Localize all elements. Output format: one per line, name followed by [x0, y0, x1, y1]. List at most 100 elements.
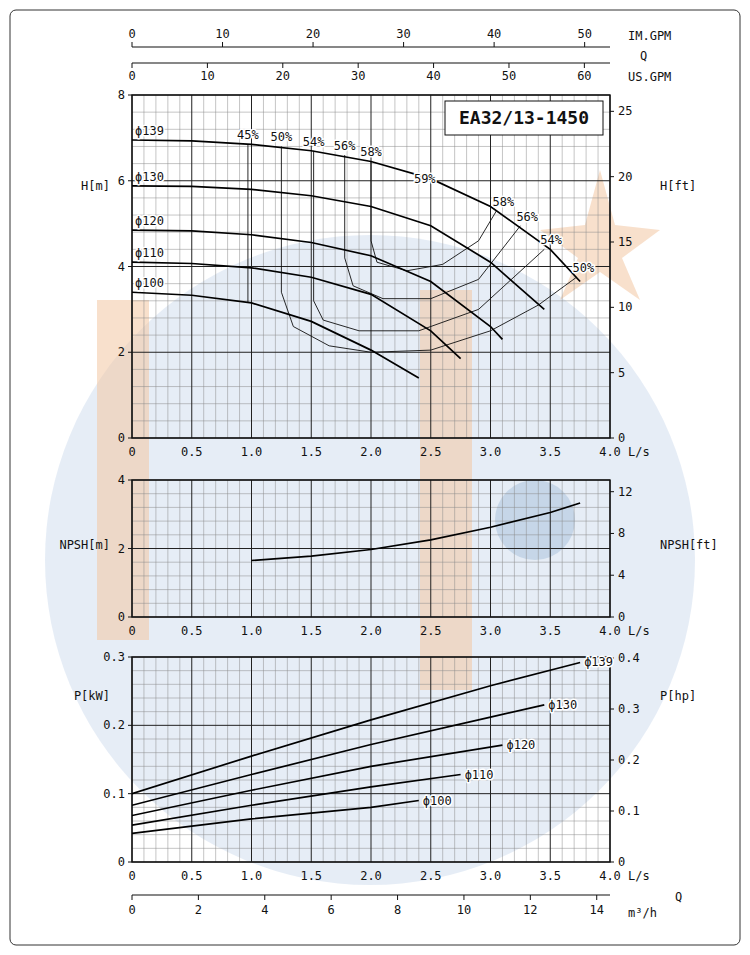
y-tick-label: 8: [118, 88, 125, 102]
y2-tick: [610, 811, 614, 812]
y-tick: [128, 266, 132, 267]
y2-tick: [610, 491, 614, 492]
x2-tick-label: 20: [306, 27, 320, 41]
minor-grid: [442, 657, 443, 862]
y2-tick-label: 5: [618, 366, 625, 380]
x2-tick-label: 4: [261, 903, 268, 917]
series-line: [132, 705, 544, 805]
y-tick: [128, 725, 132, 726]
x-tick-label: 4.0: [599, 445, 621, 459]
x2-tick: [132, 42, 133, 47]
annotation: 59%: [414, 172, 436, 186]
y2-tick-label: 0: [618, 431, 625, 445]
y-tick-label: 6: [118, 174, 125, 188]
series-label: ϕ139: [584, 655, 613, 669]
series-line: [132, 230, 502, 339]
x-tick-label: 3.5: [539, 445, 561, 459]
x-tick-label: 3.5: [539, 624, 561, 638]
y-grid: [132, 725, 610, 726]
x-tick-label: 1.0: [241, 624, 263, 638]
x2-tick: [331, 895, 332, 900]
series-label: ϕ110: [465, 768, 494, 782]
minor-grid: [382, 657, 383, 862]
x2-tick: [207, 63, 208, 68]
efficiency-label: 50%: [271, 130, 293, 144]
minor-grid: [299, 657, 300, 862]
y-label: H[m]: [81, 179, 110, 193]
y-tick-label: 0: [118, 610, 125, 624]
y2-tick-label: 0.3: [618, 702, 640, 716]
y-tick-label: 0: [118, 431, 125, 445]
y-tick: [128, 438, 132, 439]
series-line: [132, 262, 461, 358]
minor-grid: [203, 657, 204, 862]
panel-0: 00.51.01.52.02.53.03.54.0L/s024680510152…: [81, 27, 696, 459]
x-tick-label: 2.0: [360, 869, 382, 883]
minor-grid: [323, 657, 324, 862]
y-tick-label: 0.3: [103, 650, 125, 664]
y-label: P[kW]: [74, 689, 110, 703]
x-tick-label: 2.5: [420, 624, 442, 638]
x-tick-label: 0.5: [181, 445, 203, 459]
y2-tick: [610, 307, 614, 308]
y-tick: [128, 862, 132, 863]
x-tick-label: 1.5: [300, 624, 322, 638]
x2-tick: [198, 895, 199, 900]
minor-grid: [335, 657, 336, 862]
x2-tick: [264, 895, 265, 900]
y2-tick: [610, 617, 614, 618]
y2-tick-label: 4: [618, 568, 625, 582]
x2-tick: [358, 63, 359, 68]
x-label: L/s: [628, 624, 650, 638]
efficiency-label: 54%: [540, 233, 562, 247]
y2-label: P[hp]: [660, 689, 696, 703]
data-group: [132, 140, 580, 378]
x2-tick-label: 10: [457, 903, 471, 917]
x2-tick: [397, 895, 398, 900]
y2-tick-label: 12: [618, 485, 632, 499]
series-label: ϕ100: [423, 794, 452, 808]
y-grid: [132, 266, 610, 267]
y2-tick-label: 0.2: [618, 753, 640, 767]
x2-tick: [282, 63, 283, 68]
x-tick-label: 1.0: [241, 445, 263, 459]
title: EA32/13-1450: [459, 107, 589, 128]
x-tick-label: 2.0: [360, 445, 382, 459]
plot-frame: [132, 95, 610, 438]
series-line: [132, 775, 461, 826]
x2-tick: [494, 42, 495, 47]
x2-tick-label: 14: [589, 903, 603, 917]
y-tick: [128, 617, 132, 618]
x2-tick: [530, 895, 531, 900]
efficiency-label: 56%: [334, 139, 356, 153]
y2-tick-label: 10: [618, 300, 632, 314]
x-tick-label: 1.5: [300, 445, 322, 459]
y2-tick-label: 0: [618, 855, 625, 869]
series-label: ϕ130: [548, 698, 577, 712]
minor-grid: [406, 657, 407, 862]
x-tick-label: 3.0: [480, 624, 502, 638]
data-group: [132, 662, 580, 833]
title-box: [445, 101, 603, 135]
x2-tick-label: 10: [200, 69, 214, 83]
x-tick-label: 4.0: [599, 624, 621, 638]
y2-tick: [610, 176, 614, 177]
x-tick-label: 3.0: [480, 869, 502, 883]
x2-tick-label: 40: [487, 27, 501, 41]
x-label: L/s: [628, 869, 650, 883]
x-tick-label: 3.0: [480, 445, 502, 459]
x2-tick-label: 60: [577, 69, 591, 83]
y2-tick: [610, 709, 614, 710]
y2-tick: [610, 862, 614, 863]
y2-tick: [610, 438, 614, 439]
x2-tick-label: 20: [276, 69, 290, 83]
x2-tick-label: 30: [351, 69, 365, 83]
y2-tick-label: 8: [618, 526, 625, 540]
minor-grid: [215, 657, 216, 862]
y-label: NPSH[m]: [59, 538, 110, 552]
x-tick-label: 0.5: [181, 869, 203, 883]
y2-tick-label: 25: [618, 104, 632, 118]
efficiency-label: 58%: [492, 195, 514, 209]
y-tick: [128, 657, 132, 658]
minor-grid: [287, 657, 288, 862]
